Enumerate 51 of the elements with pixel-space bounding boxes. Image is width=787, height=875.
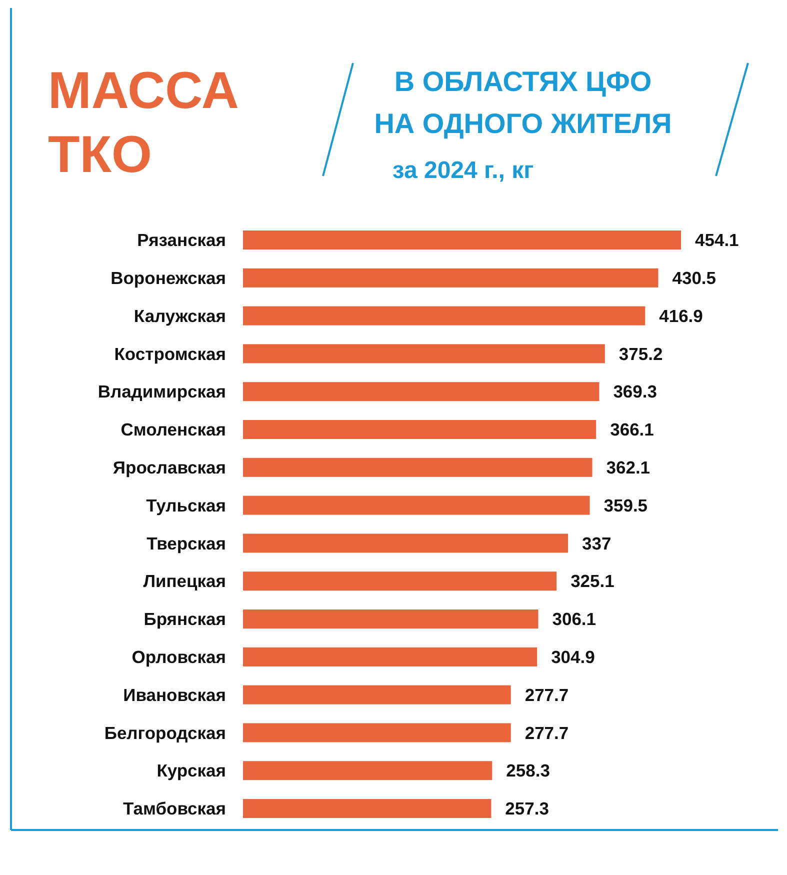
text: за 2024 г., кг: [392, 157, 534, 184]
y-tick-label: Воронежская: [110, 268, 226, 288]
bar: [243, 685, 511, 704]
y-tick-label: Владимирская: [98, 382, 226, 402]
data-label: 306.1: [552, 609, 596, 630]
bar: [243, 420, 596, 439]
bar: [243, 382, 600, 402]
chart-title: МАССА ТКО: [48, 62, 239, 184]
y-tick-label: Липецкая: [143, 571, 226, 592]
bar: [243, 344, 605, 364]
y-tick-label: Ярославская: [112, 458, 226, 478]
data-label: 369.3: [613, 382, 658, 402]
bar: [243, 799, 492, 818]
data-label: 366.1: [610, 420, 654, 440]
bar: [243, 647, 538, 666]
chart-subtitle: В ОБЛАСТЯХ ЦФО НА ОДНОГО ЖИТЕЛЯ: [374, 66, 672, 139]
data-label: 258.3: [506, 760, 550, 781]
bar: [243, 610, 538, 628]
bar: [243, 496, 590, 515]
bar: [243, 306, 646, 326]
data-label: 337: [582, 533, 612, 554]
data-label: 359.5: [604, 495, 648, 516]
data-label: 325.1: [570, 571, 615, 592]
y-tick-label: Ивановская: [123, 684, 226, 705]
y-tick-label: Брянская: [144, 609, 226, 630]
data-label: 362.1: [606, 458, 650, 478]
data-label: 304.9: [551, 647, 596, 668]
y-tick-label: Костромская: [114, 344, 226, 364]
y-tick-label: Смоленская: [120, 420, 226, 440]
y-tick-label: Орловская: [132, 647, 226, 668]
data-label: 277.7: [524, 684, 569, 705]
y-tick-label: Калужская: [134, 306, 226, 326]
data-label: 430.5: [672, 268, 716, 288]
y-tick-label: Курская: [156, 760, 226, 781]
y-tick-label: Тамбовская: [123, 798, 226, 819]
data-label: 277.7: [524, 722, 569, 743]
data-label: 375.2: [618, 344, 663, 364]
y-tick-label: Белгородская: [104, 722, 226, 743]
y-tick-label: Тверская: [146, 533, 226, 554]
bar: [243, 458, 592, 477]
bar: [243, 723, 511, 742]
bar: [243, 534, 568, 553]
data-label: 257.3: [505, 798, 550, 819]
bar: [243, 268, 658, 288]
bar: [243, 572, 557, 591]
y-tick-label: Рязанская: [137, 230, 226, 250]
data-label: 416.9: [659, 306, 704, 326]
bar: [243, 230, 681, 250]
data-label: 454.1: [695, 230, 740, 250]
y-tick-label: Тульская: [146, 495, 226, 516]
bar: [243, 761, 492, 780]
